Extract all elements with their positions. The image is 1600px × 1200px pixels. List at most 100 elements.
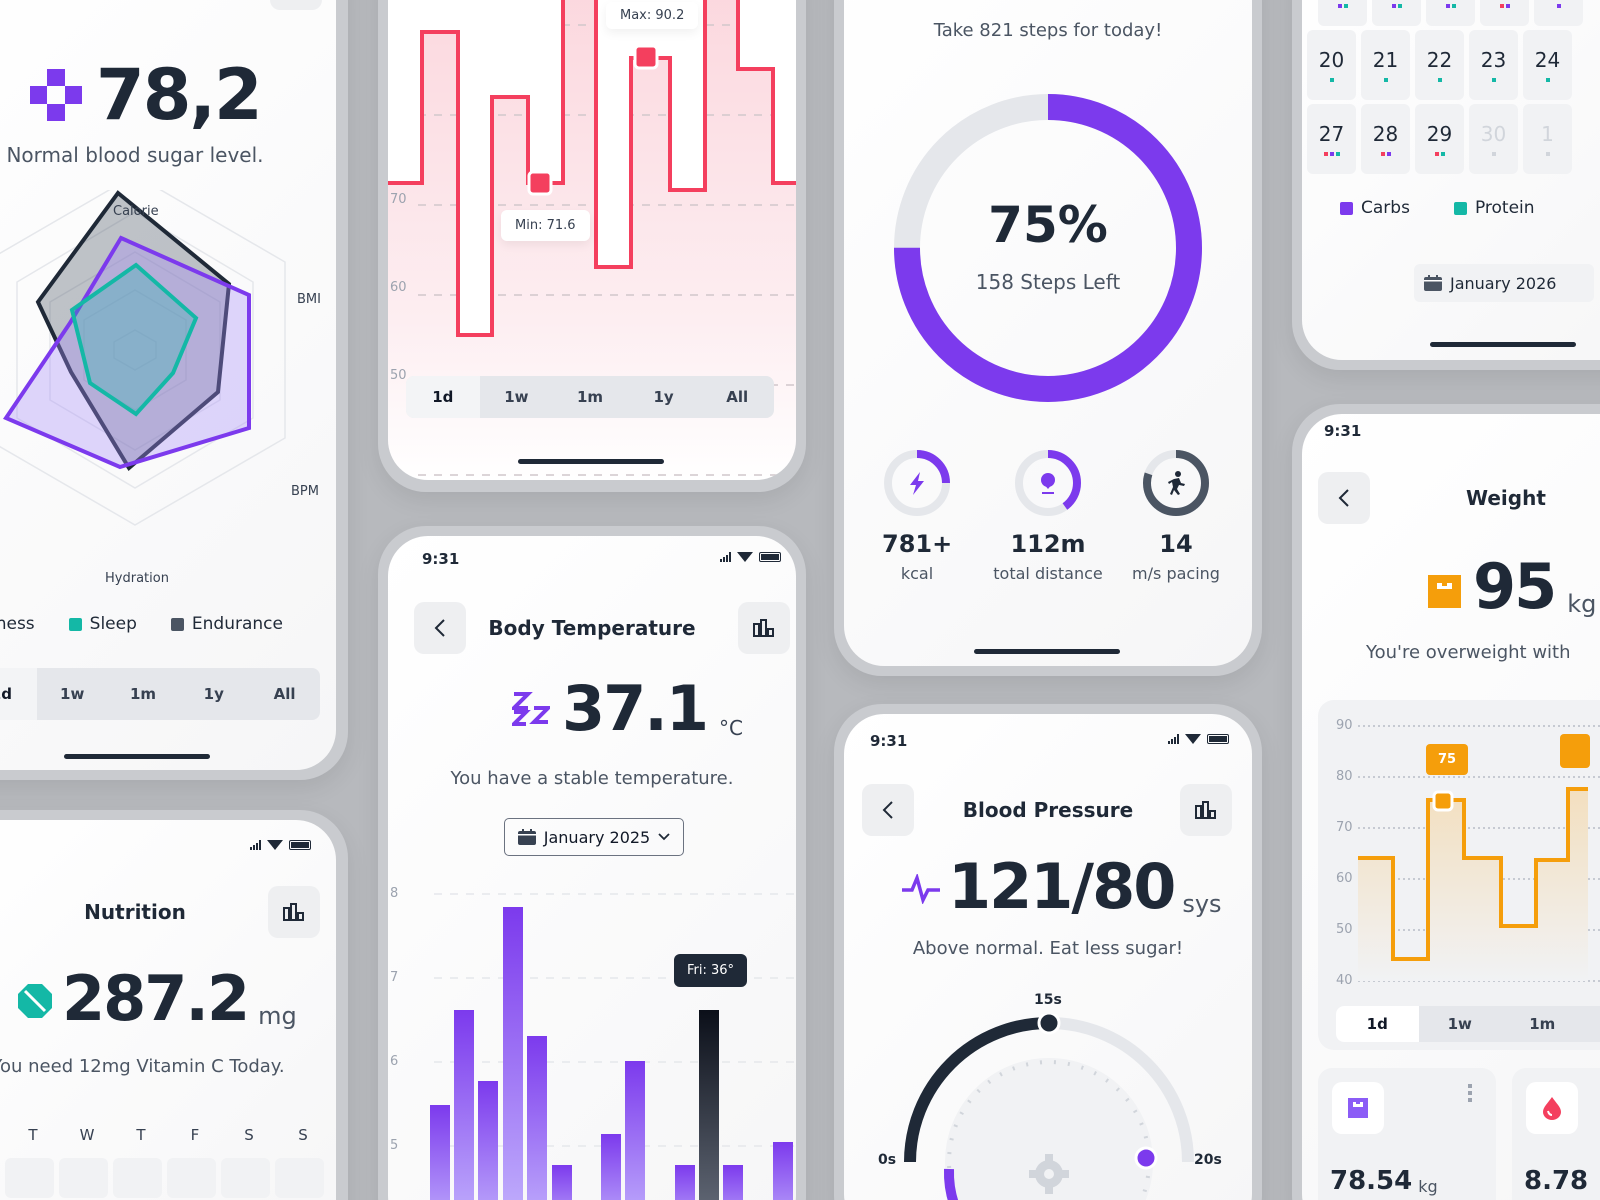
status-icons <box>250 840 311 850</box>
range-1w[interactable]: 1w <box>1447 1015 1472 1033</box>
temperature-value: 37.1 <box>562 672 709 745</box>
home-indicator <box>64 754 210 759</box>
kcal-ring <box>884 450 950 516</box>
metric-card-weight[interactable]: 78.54 kg <box>1318 1068 1496 1200</box>
metric-value-row: 78.54 kg <box>1330 1166 1438 1196</box>
max-point <box>633 44 659 70</box>
calendar-day-23[interactable]: 23 <box>1469 30 1518 100</box>
gauge-label-start: 0s <box>878 1152 897 1168</box>
calendar-day[interactable] <box>59 1158 108 1198</box>
battery-icon <box>289 840 311 850</box>
calendar-day[interactable] <box>1372 0 1421 26</box>
calendar-day-20[interactable]: 20 <box>1307 30 1356 100</box>
calendar-day-21[interactable]: 21 <box>1361 30 1410 100</box>
range-selector: 1d 1w 1m 1y All <box>0 668 320 720</box>
range-1w[interactable]: 1w <box>504 388 529 406</box>
range-1y[interactable]: 1y <box>653 388 674 406</box>
stat-label: total distance <box>993 564 1103 583</box>
calendar-day[interactable] <box>5 1158 54 1198</box>
month-select[interactable]: January 2025 <box>504 818 684 856</box>
calendar-day[interactable] <box>113 1158 162 1198</box>
calendar-day-22[interactable]: 22 <box>1415 30 1464 100</box>
weight-value: 95 <box>1473 550 1557 623</box>
blood-sugar-screen: 78,2 Normal blood sugar level. Calorie B… <box>0 0 336 770</box>
range-1y[interactable]: 1y <box>1584 1006 1600 1042</box>
calendar-day-27[interactable]: 27 <box>1307 104 1356 174</box>
legend-swatch <box>1453 201 1467 215</box>
back-button[interactable] <box>1318 472 1370 524</box>
blood-pressure-value-row: 121/80 sys <box>902 856 1222 918</box>
location-pin-icon <box>1041 473 1055 494</box>
y-tick: 70 <box>390 192 407 207</box>
calendar-screen: 20 21 22 23 24 27 28 29 30 1 Carbs Prote… <box>1302 0 1600 360</box>
range-all[interactable]: All <box>726 388 749 406</box>
gauge-purple-handle <box>1134 1146 1158 1170</box>
chart-button[interactable] <box>268 886 320 938</box>
calendar-day[interactable] <box>167 1158 216 1198</box>
stat-distance: 112m total distance <box>968 448 1128 583</box>
calendar-day[interactable] <box>221 1158 270 1198</box>
home-indicator <box>974 649 1120 654</box>
running-person-icon <box>1168 471 1185 495</box>
back-button[interactable] <box>414 602 466 654</box>
calendar-day-1[interactable]: 1 <box>1523 104 1572 174</box>
steps-goal-text: Take 821 steps for today! <box>933 20 1163 41</box>
chevron-left-icon <box>882 801 893 819</box>
nutrition-unit: mg <box>258 1002 297 1030</box>
weekday-header: T W T F S S <box>28 1126 308 1144</box>
chart-button[interactable] <box>1180 784 1232 836</box>
calendar-day[interactable] <box>275 1158 324 1198</box>
range-1d[interactable]: 1d <box>406 376 480 418</box>
metric-value-row: 8.78 <box>1524 1166 1588 1196</box>
calendar-day-30[interactable]: 30 <box>1469 104 1518 174</box>
metric-unit: kg <box>1418 1177 1438 1196</box>
weight-step-chart <box>1358 725 1600 982</box>
body-temperature-title: Body Temperature <box>488 616 696 640</box>
blood-pressure-gauge <box>904 1014 1194 1200</box>
y-tick: 90 <box>1336 718 1353 733</box>
sleep-z-icon <box>512 692 550 726</box>
blood-pressure-value: 121/80 <box>948 850 1176 923</box>
more-options-icon[interactable] <box>1468 1084 1472 1102</box>
calendar-day-29[interactable]: 29 <box>1415 104 1464 174</box>
status-icons <box>720 552 781 562</box>
month-picker[interactable]: January 2026 <box>1414 264 1594 302</box>
legend-swatch <box>68 617 82 631</box>
calendar-day[interactable] <box>1534 0 1583 26</box>
range-1m[interactable]: 1m <box>576 388 604 406</box>
calendar-day[interactable] <box>1318 0 1367 26</box>
y-tick: 70 <box>1336 820 1353 835</box>
chevron-down-icon <box>658 833 670 841</box>
blood-pressure-screen: 9:31 Blood Pressure 121/80 sys Above nor… <box>844 714 1252 1200</box>
scale-icon <box>1348 1098 1368 1118</box>
chart-button[interactable] <box>270 0 322 10</box>
steps-percent: 75% <box>988 196 1108 254</box>
signal-icon <box>250 840 261 850</box>
range-all[interactable]: All <box>273 685 296 703</box>
max-tooltip: Max: 90.2 <box>606 2 699 29</box>
gauge-label-end: 20s <box>1194 1152 1222 1168</box>
metric-card-blood[interactable]: 8.78 <box>1512 1068 1600 1200</box>
range-selector: 1d 1w 1m 1y <box>1336 1006 1600 1042</box>
range-1w[interactable]: 1w <box>60 685 85 703</box>
nutrition-title: Nutrition <box>84 900 186 924</box>
calendar-day[interactable] <box>1480 0 1529 26</box>
range-1d[interactable]: 1d <box>1336 1006 1419 1042</box>
calendar-legend: Carbs Protein <box>1340 198 1535 218</box>
month-select-label: January 2025 <box>543 827 651 847</box>
range-1m[interactable]: 1m <box>1529 1015 1556 1033</box>
range-1d[interactable]: 1d <box>0 668 37 720</box>
calendar-day-24[interactable]: 24 <box>1523 30 1572 100</box>
calendar-day-28[interactable]: 28 <box>1361 104 1410 174</box>
calendar-day[interactable] <box>1426 0 1475 26</box>
back-button[interactable] <box>862 784 914 836</box>
range-1y[interactable]: 1y <box>203 685 224 703</box>
blood-sugar-value-row: 78,2 <box>30 54 263 136</box>
weight-chart-card: 90 80 70 60 50 40 75 1d 1w 1m 1y <box>1318 700 1600 1050</box>
heart-step-chart <box>388 0 796 476</box>
chart-button[interactable] <box>738 602 790 654</box>
range-1m[interactable]: 1m <box>129 685 157 703</box>
weight-message: You're overweight with <box>1366 642 1571 663</box>
temperature-unit: °C <box>718 716 743 740</box>
y-tick: 8 <box>390 886 399 901</box>
